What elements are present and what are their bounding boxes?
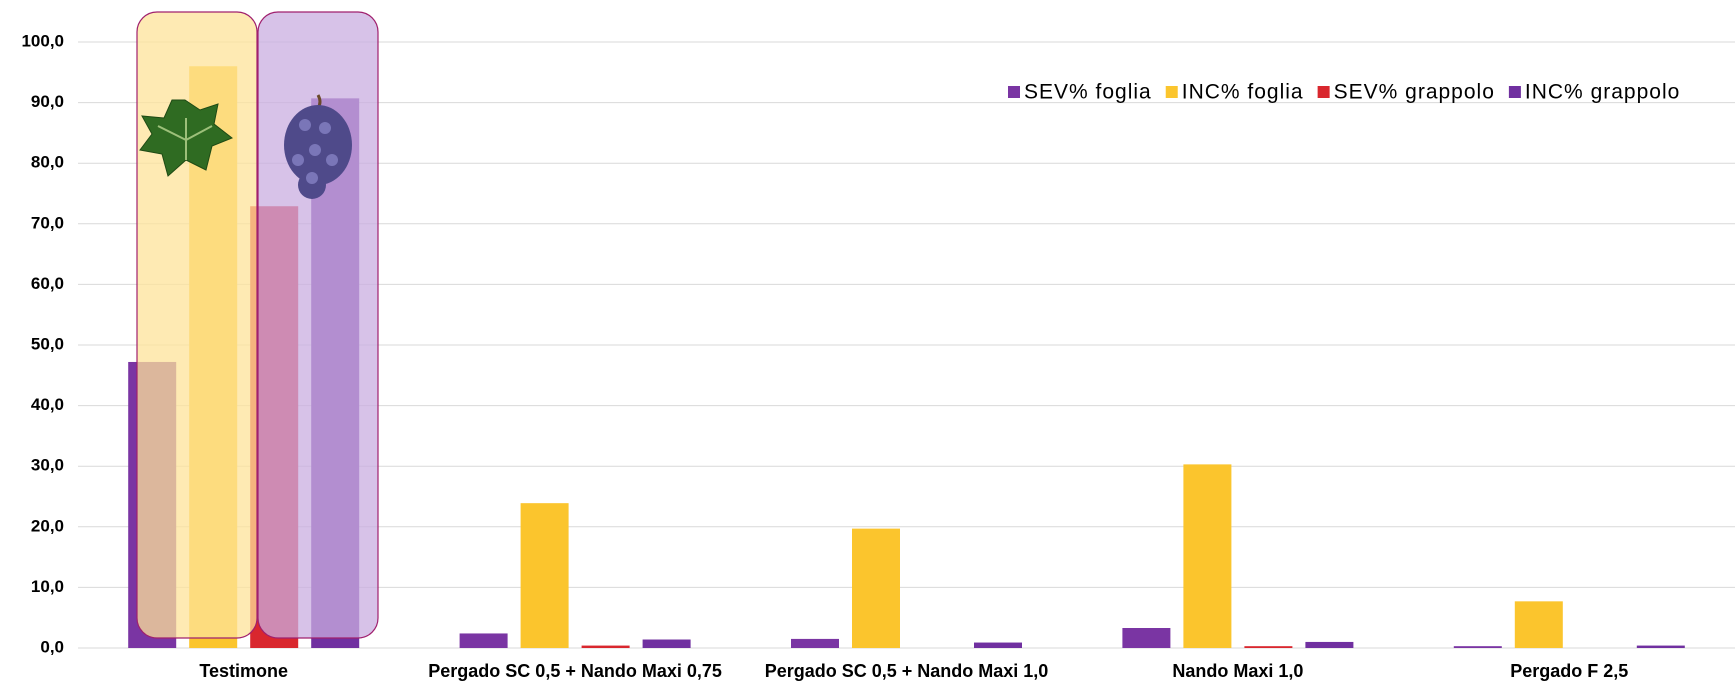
bar [791,638,839,648]
x-tick-label: Pergado SC 0,5 + Nando Maxi 0,75 [428,661,722,681]
legend-label: SEV% foglia [1024,81,1152,104]
y-tick-label: 0,0 [40,637,64,656]
bar [1514,601,1563,648]
bar [520,503,569,648]
bar [1183,464,1232,648]
legend-swatch [1008,86,1020,98]
overlay [136,11,379,639]
legend-swatch [1508,86,1521,98]
y-tick-label: 10,0 [31,577,64,596]
y-tick-label: 80,0 [31,153,64,172]
bar [1122,628,1171,648]
legend: SEV% foglia INC% foglia SEV% grappolo INC% … [1008,81,1680,104]
bar [1244,646,1293,648]
leaf-highlight [136,11,258,639]
bar [1453,646,1502,648]
bar [581,645,630,648]
grape-icon [284,94,352,199]
x-tick-label: Nando Maxi 1,0 [1172,661,1303,681]
bar [1305,641,1354,648]
y-tick-label: 50,0 [31,334,64,353]
bar [642,639,691,648]
legend-swatch [1165,86,1178,98]
x-tick-label: Pergado SC 0,5 + Nando Maxi 1,0 [765,661,1049,681]
legend-label: INC% grappolo [1525,81,1680,104]
y-tick-label: 60,0 [31,274,64,293]
bar [852,528,900,648]
legend-swatch [1317,86,1330,98]
bar [974,642,1022,648]
y-tick-label: 40,0 [31,395,64,414]
y-tick-label: 20,0 [31,516,64,535]
leaf-icon [139,99,233,177]
grape-highlight [257,11,379,639]
y-tick-label: 100,0 [21,31,64,50]
x-tick-label: Testimone [199,661,288,681]
legend-label: SEV% grappolo [1334,81,1495,104]
y-tick-label: 90,0 [31,92,64,111]
legend-label: INC% foglia [1182,81,1304,104]
y-tick-label: 30,0 [31,456,64,475]
y-tick-label: 70,0 [31,213,64,232]
bar [1636,645,1685,648]
x-tick-label: Pergado F 2,5 [1510,661,1628,681]
bar [459,633,508,648]
